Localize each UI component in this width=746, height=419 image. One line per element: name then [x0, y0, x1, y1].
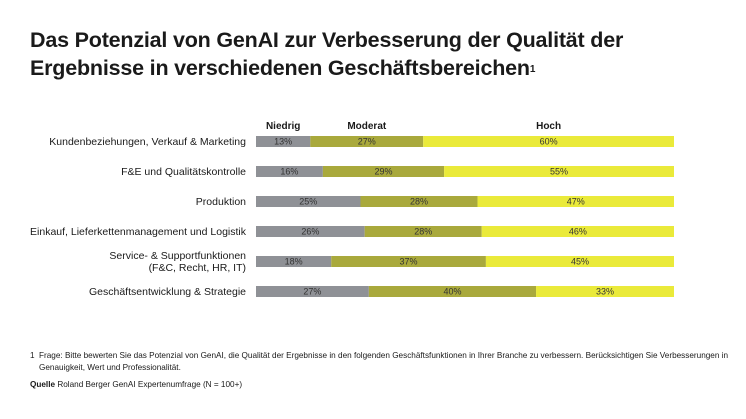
value-label: 27%: [303, 287, 321, 297]
bar-segment-hoch: [423, 136, 674, 147]
value-label: 46%: [569, 227, 587, 237]
source-line: Quelle Roland Berger GenAI Expertenumfra…: [30, 380, 242, 389]
source-label: Quelle: [30, 380, 56, 389]
source-text: Roland Berger GenAI Expertenumfrage (N =…: [57, 380, 243, 389]
bar-segment-moderat: [360, 196, 478, 207]
value-label: 25%: [299, 197, 317, 207]
bar-segment-hoch: [477, 196, 674, 207]
bar-segment-moderat: [368, 286, 537, 297]
value-label: 37%: [400, 257, 418, 267]
footnote: 1 Frage: Bitte bewerten Sie das Potenzia…: [30, 350, 730, 374]
bar-segment-hoch: [444, 166, 674, 177]
bar-segment-hoch: [536, 286, 674, 297]
bar-segment-niedrig: [256, 166, 323, 177]
bar-segment-niedrig: [256, 286, 369, 297]
value-label: 26%: [301, 227, 319, 237]
value-label: 27%: [358, 137, 376, 147]
bar-segment-hoch: [481, 226, 674, 237]
value-label: 47%: [567, 197, 585, 207]
bar-segment-moderat: [331, 256, 486, 267]
header-niedrig: Niedrig: [266, 121, 300, 132]
bar-segment-niedrig: [256, 256, 332, 267]
category-label: (F&C, Recht, HR, IT): [149, 262, 246, 274]
value-label: 60%: [540, 137, 558, 147]
header-hoch: Hoch: [536, 121, 561, 132]
footnote-text: Frage: Bitte bewerten Sie das Potenzial …: [39, 351, 729, 372]
footnote-number: 1: [30, 351, 35, 360]
bar-segment-moderat: [310, 136, 424, 147]
value-label: 18%: [285, 257, 303, 267]
bar-segment-moderat: [322, 166, 445, 177]
value-label: 33%: [596, 287, 614, 297]
bar-segment-niedrig: [256, 196, 361, 207]
category-label: Produktion: [196, 196, 246, 208]
title-footnote-marker: 1: [529, 64, 536, 75]
bar-segment-niedrig: [256, 136, 311, 147]
chart-title: Das Potenzial von GenAI zur Verbesserung…: [30, 28, 624, 80]
bar-segment-niedrig: [256, 226, 365, 237]
bar-segment-hoch: [485, 256, 674, 267]
header-moderat: Moderat: [347, 121, 387, 132]
value-label: 28%: [414, 227, 432, 237]
category-label: Einkauf, Lieferkettenmanagement und Logi…: [30, 226, 247, 238]
value-label: 28%: [410, 197, 428, 207]
value-label: 13%: [274, 137, 292, 147]
value-label: 16%: [280, 167, 298, 177]
category-label: F&E und Qualitätskontrolle: [121, 166, 246, 178]
value-label: 55%: [550, 167, 568, 177]
category-label: Geschäftsentwicklung & Strategie: [89, 286, 246, 298]
value-label: 29%: [374, 167, 392, 177]
value-label: 45%: [571, 257, 589, 267]
category-label: Kundenbeziehungen, Verkauf & Marketing: [49, 136, 246, 148]
bar-segment-moderat: [364, 226, 482, 237]
value-label: 40%: [443, 287, 461, 297]
category-label: Service- & Supportfunktionen: [109, 250, 246, 262]
